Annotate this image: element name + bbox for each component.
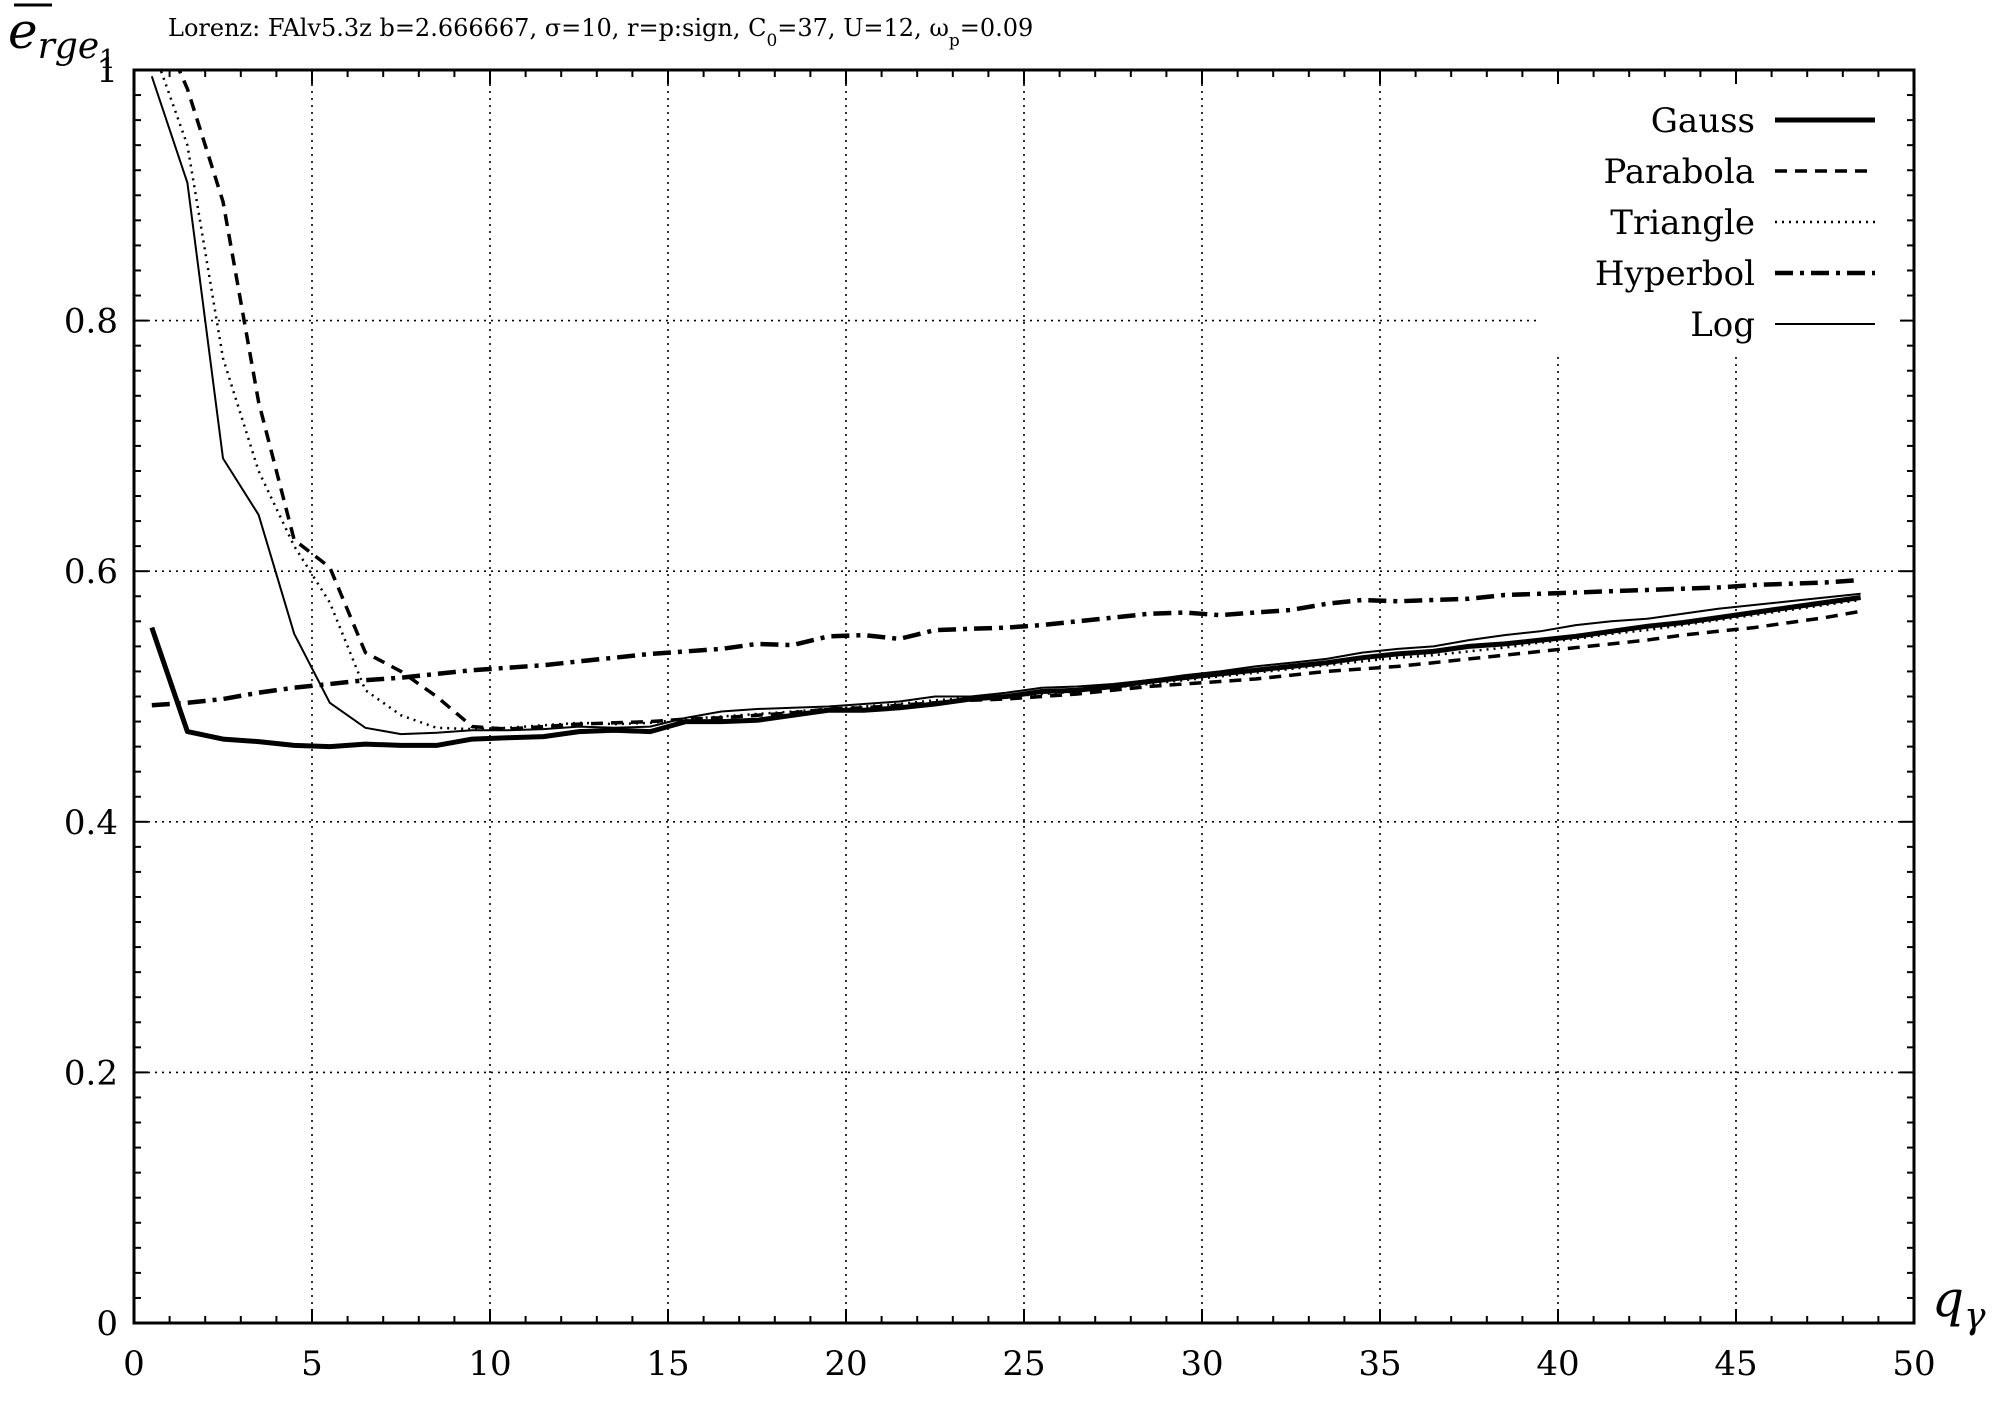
- x-tick-label: 20: [824, 1344, 867, 1384]
- legend-label-triangle: Triangle: [1610, 203, 1755, 243]
- legend: Gauss Parabola Triangle Hyperbol Log: [1595, 101, 1875, 345]
- series-line-log: [150, 75, 1861, 736]
- x-tick-label: 15: [646, 1344, 689, 1384]
- x-tick-label: 30: [1180, 1344, 1223, 1384]
- legend-background: [1540, 84, 1900, 354]
- series-layer: [149, 70, 1861, 750]
- grid-lines: [134, 70, 1914, 1323]
- x-tick-labels: 0 5 10 15 20 25 30 35 40 45 50: [123, 1344, 1935, 1384]
- legend-label-hyperbol: Hyperbol: [1595, 254, 1755, 294]
- legend-label-gauss: Gauss: [1651, 101, 1755, 141]
- legend-label-log: Log: [1690, 305, 1755, 345]
- y-axis-title: erge1: [8, 2, 116, 75]
- axis-ticks: [133, 69, 1915, 1324]
- x-tick-label: 45: [1714, 1344, 1757, 1384]
- y-tick-label: 0.8: [64, 302, 118, 342]
- x-tick-label: 10: [468, 1344, 511, 1384]
- x-tick-label: 0: [123, 1344, 145, 1384]
- y-tick-label: 0.6: [64, 552, 118, 592]
- y-tick-label: 0.2: [64, 1053, 118, 1093]
- x-tick-label: 25: [1002, 1344, 1045, 1384]
- x-tick-label: 50: [1892, 1344, 1935, 1384]
- x-tick-label: 35: [1358, 1344, 1401, 1384]
- series-line-parabola: [177, 70, 1861, 731]
- series-line-hyperbol: [151, 577, 1861, 708]
- x-tick-label: 5: [301, 1344, 323, 1384]
- y-tick-label: 0: [96, 1304, 118, 1344]
- y-tick-label: 0.4: [64, 803, 118, 843]
- y-tick-labels: 0 0.2 0.4 0.6 0.8 1: [64, 51, 118, 1344]
- y-tick-label: 1: [96, 51, 118, 91]
- chart-title: Lorenz: FAlv5.3z b=2.666667, σ=10, r=p:s…: [168, 14, 1033, 51]
- legend-label-parabola: Parabola: [1603, 152, 1755, 192]
- x-axis-title: qγ: [1932, 1270, 1986, 1337]
- x-tick-label: 40: [1536, 1344, 1579, 1384]
- series-line-triangle: [159, 70, 1861, 731]
